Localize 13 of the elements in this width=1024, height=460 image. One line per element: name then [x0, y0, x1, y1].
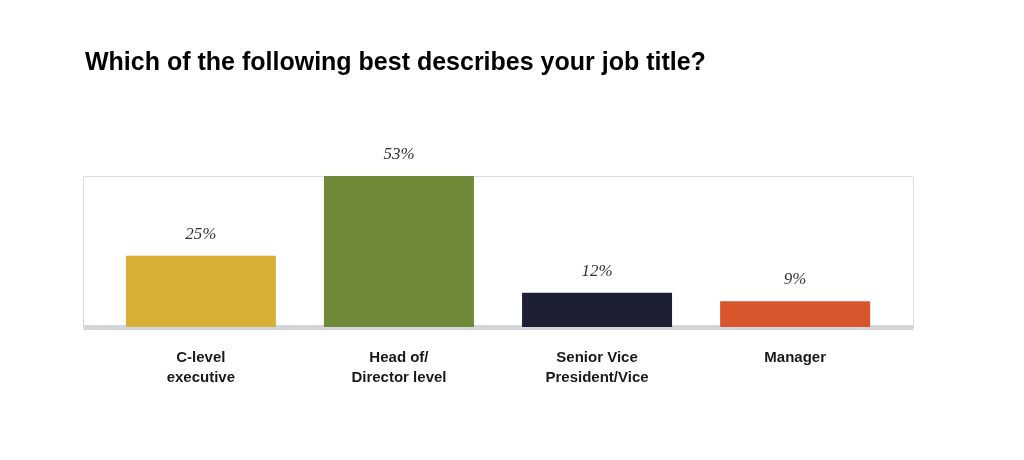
- bar: [125, 255, 276, 327]
- bar: [720, 301, 871, 327]
- x-tick-label: C-level executive: [166, 347, 236, 385]
- data-label: 53%: [383, 144, 415, 163]
- data-label: 12%: [581, 260, 613, 280]
- bar: [522, 292, 673, 327]
- x-tick-label: Manager: [764, 347, 827, 365]
- data-label: 9%: [783, 269, 807, 289]
- chart-title: Which of the following best describes your job title?: [85, 47, 706, 75]
- x-tick-label: Head of/ Director level: [351, 347, 447, 385]
- data-label: 25%: [185, 223, 217, 243]
- x-tick-label: Senior Vice President/Vice: [545, 347, 649, 385]
- bar: [323, 176, 474, 327]
